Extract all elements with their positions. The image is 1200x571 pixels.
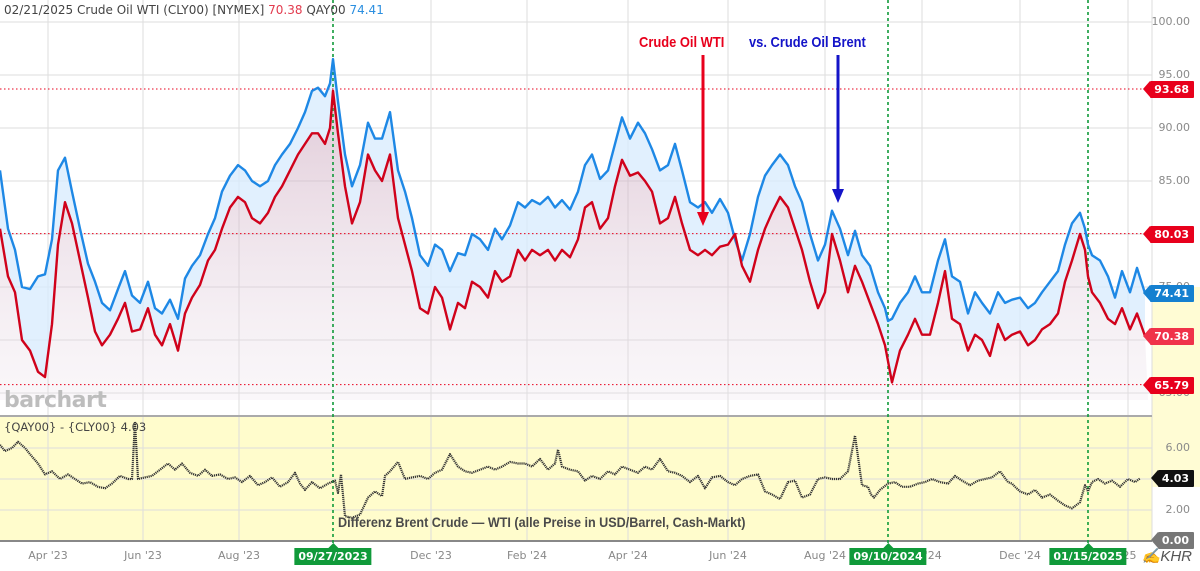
x-tick-label: Apr '24 [608, 549, 648, 562]
date-marker-tag: 09/27/2023 [294, 543, 372, 565]
signature-text: KHR [1160, 548, 1192, 565]
x-tick-label: Apr '23 [28, 549, 68, 562]
wti-arrow-head-icon [697, 212, 709, 226]
spread-line [0, 420, 1141, 519]
wti-line [0, 89, 1147, 384]
reference-price-tag: 65.79 [1143, 376, 1194, 394]
pen-icon: ✍ [1141, 548, 1161, 565]
last-price-tag: 70.38 [1143, 327, 1194, 345]
last-price-tag: 74.41 [1143, 285, 1194, 303]
y-tick-label-spread: 2.00 [1165, 503, 1191, 516]
header-instrument: Crude Oil WTI (CLY00) [NYMEX] [77, 3, 265, 17]
y-tick-label: 95.00 [1158, 68, 1191, 81]
chart-header: 02/21/2025 Crude Oil WTI (CLY00) [NYMEX]… [4, 3, 384, 17]
x-tick-label: Aug '23 [218, 549, 260, 562]
annotation-wti-label: Crude Oil WTI [639, 34, 725, 51]
y-tick-label: 90.00 [1158, 121, 1191, 134]
x-tick-label: Dec '24 [999, 549, 1041, 562]
date-marker-tag: 09/10/2024 [849, 543, 927, 565]
date-marker-tag: 01/15/2025 [1049, 543, 1127, 565]
x-tick-label: Feb '24 [507, 549, 547, 562]
x-tick-label: Jun '24 [709, 549, 747, 562]
spread-value-tag: 0.00 [1150, 532, 1194, 549]
x-tick-label: Jun '23 [124, 549, 162, 562]
brent-line [0, 57, 1147, 323]
wti-area-fill [0, 90, 1148, 401]
y-tick-label-spread: 6.00 [1165, 441, 1191, 454]
brent-arrow-head-icon [832, 189, 844, 203]
x-tick-label: Aug '24 [804, 549, 846, 562]
x-tick-label: Dec '23 [410, 549, 452, 562]
header-date: 02/21/2025 [4, 3, 74, 17]
header-brent-symbol: QAY00 [306, 3, 346, 17]
reference-price-tag: 80.03 [1143, 225, 1194, 243]
header-wti-value: 70.38 [268, 3, 303, 17]
spread-band-fill [0, 59, 1145, 383]
header-brent-value: 74.41 [349, 3, 384, 17]
y-tick-label: 100.00 [1151, 15, 1191, 28]
signature: ✍KHR [1142, 547, 1192, 565]
y-tick-label: 85.00 [1158, 174, 1191, 187]
reference-price-tag: 93.68 [1143, 80, 1194, 98]
annotation-brent-label: vs. Crude Oil Brent [749, 34, 866, 51]
spread-caption: Differenz Brent Crude — WTI (alle Preise… [338, 514, 746, 530]
barchart-watermark: barchart [4, 388, 107, 413]
spread-value-tag: 4.03 [1150, 469, 1194, 487]
spread-study-label: {QAY00} - {CLY00} 4.03 [4, 420, 147, 434]
